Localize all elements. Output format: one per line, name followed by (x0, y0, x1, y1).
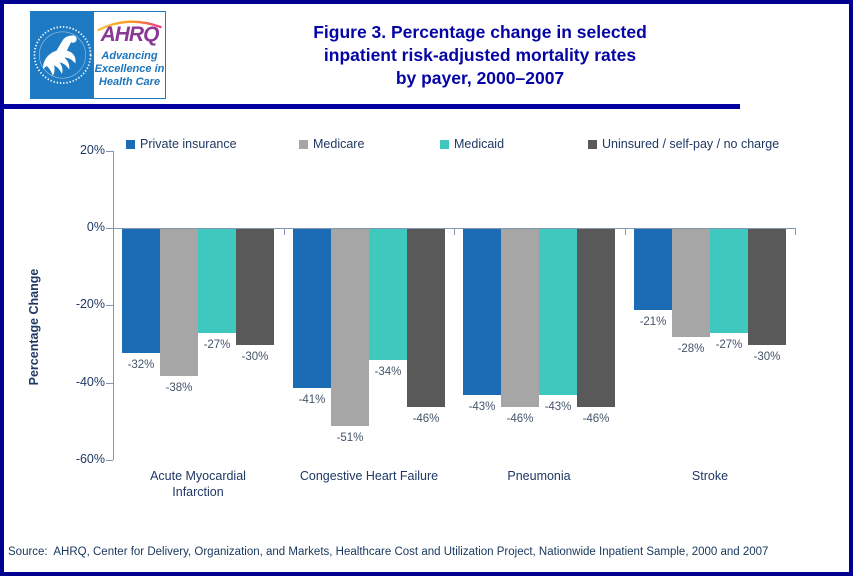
bar-value-label: -32% (127, 359, 155, 371)
title-line-2: inpatient risk-adjusted mortality rates (323, 45, 637, 65)
hhs-seal (31, 12, 94, 98)
x-axis-tick (284, 228, 285, 235)
legend-label: Medicaid (454, 137, 505, 151)
bar-value-label: -30% (241, 351, 269, 363)
page-title: Figure 3. Percentage change in selected … (150, 21, 810, 90)
y-tick-label: 0% (86, 220, 105, 234)
y-axis-tick (106, 460, 113, 461)
y-tick-label: -40% (75, 375, 105, 389)
bar-medicaid (369, 229, 407, 360)
legend-label: Medicare (313, 137, 365, 151)
y-axis-tick (106, 305, 113, 306)
legend-item-2: Medicare (299, 136, 364, 152)
x-axis-tick (625, 228, 626, 235)
ahrq-logo: AHRQ Advancing Excellence in Health Care (30, 11, 166, 99)
category-label: Acute Myocardial Infarction (150, 469, 246, 499)
y-axis-tick (106, 151, 113, 152)
ahrq-acronym: AHRQ (100, 23, 160, 46)
bar-private-insurance (122, 229, 160, 353)
bar-uninsured-self-pay-no-charge (407, 229, 445, 407)
source-note: Source: AHRQ, Center for Delivery, Organ… (8, 546, 769, 558)
bar-value-label: -41% (298, 394, 326, 406)
title-line-3: by payer, 2000–2007 (395, 68, 565, 88)
bar-value-label: -43% (468, 401, 496, 413)
title-line-1: Figure 3. Percentage change in selected (313, 22, 647, 42)
y-tick-label: 20% (79, 143, 105, 157)
legend-item-1: Private insurance (126, 136, 237, 152)
bar-uninsured-self-pay-no-charge (577, 229, 615, 407)
bar-medicaid (539, 229, 577, 395)
bar-medicare (501, 229, 539, 407)
y-axis-line (113, 151, 114, 460)
bar-value-label: -46% (506, 413, 534, 425)
legend-swatch-icon (299, 139, 308, 149)
category-label: Pneumonia (507, 469, 571, 483)
legend-swatch-icon (440, 139, 449, 149)
category-label: Congestive Heart Failure (299, 469, 439, 483)
bar-value-label: -27% (715, 339, 743, 351)
bar-value-label: -27% (203, 339, 231, 351)
bar-value-label: -21% (639, 316, 667, 328)
category-label: Stroke (691, 469, 729, 483)
x-axis-tick (795, 228, 796, 235)
legend-swatch-icon (126, 139, 135, 149)
x-axis-tick (113, 228, 114, 235)
bar-private-insurance (463, 229, 501, 395)
bar-uninsured-self-pay-no-charge (236, 229, 274, 345)
bar-value-label: -30% (753, 351, 781, 363)
bar-value-label: -28% (677, 343, 705, 355)
bar-medicaid (198, 229, 236, 333)
bar-private-insurance (293, 229, 331, 388)
ahrq-tagline-line: Excellence in (94, 63, 165, 75)
legend-label: Uninsured / self-pay / no charge (602, 137, 780, 151)
ahrq-arc-icon (97, 20, 162, 32)
y-axis-tick (106, 383, 113, 384)
legend-item-3: Medicaid (440, 136, 504, 152)
bar-medicare (331, 229, 369, 426)
x-axis-tick (454, 228, 455, 235)
bar-value-label: -43% (544, 401, 572, 413)
y-tick-label: -20% (75, 297, 105, 311)
bar-medicare (672, 229, 710, 337)
ahrq-logo-text-panel: AHRQ Advancing Excellence in Health Care (94, 12, 165, 98)
y-axis-tick (106, 228, 113, 229)
header-divider (0, 104, 740, 109)
y-tick-label: -60% (75, 452, 105, 466)
bar-value-label: -38% (165, 382, 193, 394)
hhs-eagle-icon (33, 26, 92, 84)
ahrq-tagline-line: Health Care (98, 76, 161, 88)
bar-medicaid (710, 229, 748, 333)
bar-value-label: -51% (336, 432, 364, 444)
ahrq-tagline: Advancing Excellence in Health Care (94, 50, 165, 89)
bar-value-label: -34% (374, 366, 402, 378)
bar-medicare (160, 229, 198, 376)
legend-label: Private insurance (140, 137, 237, 151)
bar-uninsured-self-pay-no-charge (748, 229, 786, 345)
legend-swatch-icon (588, 139, 597, 149)
legend-item-4: Uninsured / self-pay / no charge (588, 136, 779, 152)
bar-value-label: -46% (582, 413, 610, 425)
bar-value-label: -46% (412, 413, 440, 425)
bar-private-insurance (634, 229, 672, 310)
ahrq-tagline-line: Advancing (101, 50, 158, 62)
